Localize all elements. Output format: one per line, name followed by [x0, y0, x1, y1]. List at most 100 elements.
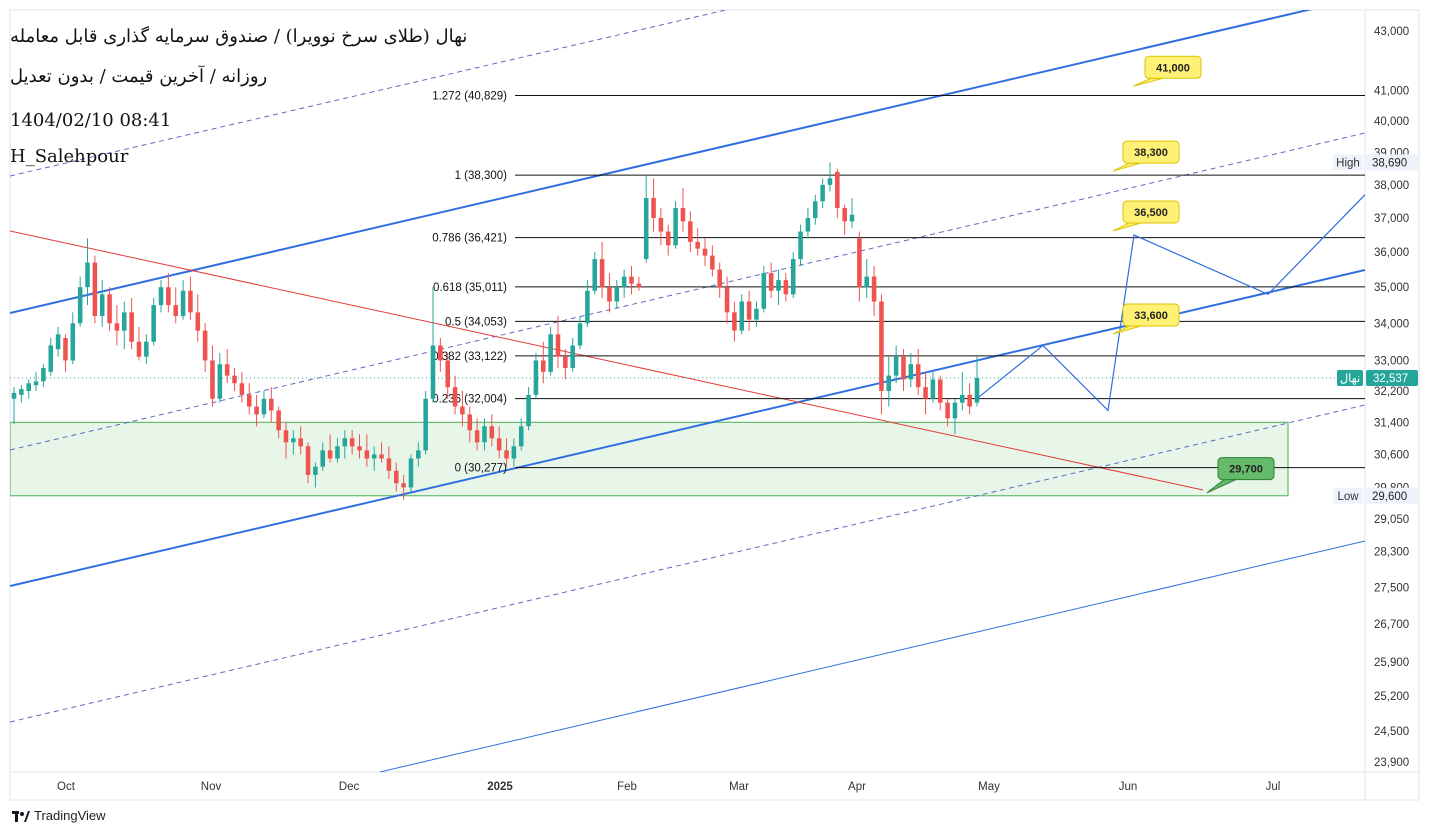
target-note[interactable]: 33,600	[1112, 303, 1180, 335]
candle[interactable]	[592, 252, 598, 295]
candle[interactable]	[688, 211, 693, 253]
candle[interactable]	[70, 312, 76, 365]
candle[interactable]	[548, 326, 553, 376]
candle[interactable]	[776, 269, 781, 306]
candle[interactable]	[371, 446, 377, 471]
candle[interactable]	[629, 266, 634, 295]
candle[interactable]	[835, 168, 840, 219]
candle[interactable]	[313, 462, 318, 488]
candle[interactable]	[541, 341, 546, 384]
candle[interactable]	[276, 406, 281, 439]
candle[interactable]	[217, 352, 223, 403]
candle[interactable]	[790, 252, 796, 298]
candle[interactable]	[298, 426, 303, 455]
candle[interactable]	[107, 287, 112, 331]
candle[interactable]	[732, 301, 737, 342]
candle[interactable]	[283, 422, 289, 459]
candle[interactable]	[621, 269, 627, 298]
candle[interactable]	[518, 418, 524, 451]
candle[interactable]	[504, 438, 509, 467]
target-note[interactable]: 38,300	[1112, 140, 1180, 172]
candle[interactable]	[636, 276, 642, 291]
candle[interactable]	[533, 352, 539, 399]
candle[interactable]	[702, 238, 708, 267]
candle[interactable]	[320, 442, 326, 471]
candle[interactable]	[857, 231, 862, 302]
candle[interactable]	[820, 178, 825, 208]
candle[interactable]	[871, 266, 877, 316]
candle[interactable]	[673, 201, 678, 249]
candle[interactable]	[710, 245, 715, 277]
candle[interactable]	[386, 446, 392, 480]
candle[interactable]	[232, 368, 237, 391]
candle[interactable]	[393, 462, 399, 492]
candle[interactable]	[614, 280, 620, 309]
candle[interactable]	[724, 276, 730, 324]
candle[interactable]	[570, 338, 575, 372]
candle[interactable]	[607, 273, 612, 313]
candle[interactable]	[511, 438, 517, 467]
candle[interactable]	[327, 434, 333, 463]
candle[interactable]	[452, 375, 458, 415]
candle[interactable]	[768, 262, 774, 298]
candle[interactable]	[379, 442, 384, 463]
candle[interactable]	[864, 259, 870, 298]
candle[interactable]	[63, 334, 68, 372]
candle[interactable]	[408, 454, 414, 492]
candle[interactable]	[798, 224, 803, 267]
candle[interactable]	[717, 262, 722, 298]
candle[interactable]	[805, 207, 811, 239]
candle[interactable]	[783, 273, 789, 302]
candle[interactable]	[526, 387, 531, 431]
candle[interactable]	[202, 323, 208, 372]
candle[interactable]	[335, 438, 340, 463]
candle[interactable]	[173, 287, 179, 324]
target-note[interactable]: 29,700	[1206, 457, 1275, 494]
candle[interactable]	[754, 301, 759, 327]
candle[interactable]	[467, 406, 473, 443]
candle[interactable]	[151, 297, 156, 346]
target-note[interactable]: 36,500	[1112, 200, 1180, 232]
candle[interactable]	[305, 442, 311, 484]
candle[interactable]	[445, 352, 450, 399]
candle[interactable]	[144, 334, 149, 365]
candle[interactable]	[210, 345, 215, 407]
candle[interactable]	[930, 371, 936, 403]
candle[interactable]	[114, 305, 120, 346]
candle[interactable]	[26, 379, 31, 399]
candle[interactable]	[129, 297, 134, 350]
candle[interactable]	[438, 338, 443, 372]
candle[interactable]	[886, 356, 892, 407]
candle[interactable]	[19, 385, 24, 403]
target-note[interactable]: 41,000	[1132, 55, 1202, 87]
candle[interactable]	[952, 398, 958, 435]
candle[interactable]	[879, 294, 884, 415]
plot-area[interactable]: 1.272 (40,829) 1 (38,300) 0.786 (36,421) 0.…	[10, 9, 1365, 772]
candle[interactable]	[121, 301, 127, 350]
candle[interactable]	[563, 349, 568, 380]
candle[interactable]	[827, 162, 833, 192]
candle[interactable]	[658, 207, 664, 246]
candle[interactable]	[937, 375, 943, 411]
candle[interactable]	[812, 194, 818, 225]
candle[interactable]	[555, 315, 561, 369]
candle[interactable]	[474, 418, 480, 451]
candle[interactable]	[945, 398, 950, 427]
candle[interactable]	[643, 175, 649, 263]
candle[interactable]	[761, 266, 767, 313]
candle[interactable]	[158, 280, 164, 313]
candle[interactable]	[92, 255, 98, 324]
candle[interactable]	[99, 280, 105, 327]
candle[interactable]	[739, 294, 745, 335]
candle[interactable]	[923, 371, 928, 415]
candle[interactable]	[489, 414, 495, 447]
candle[interactable]	[901, 349, 906, 391]
candle[interactable]	[460, 390, 465, 427]
candle[interactable]	[680, 188, 686, 232]
candle[interactable]	[599, 241, 605, 298]
candle[interactable]	[55, 326, 61, 357]
candle[interactable]	[496, 426, 502, 459]
candle[interactable]	[423, 390, 428, 455]
candle[interactable]	[357, 434, 362, 459]
